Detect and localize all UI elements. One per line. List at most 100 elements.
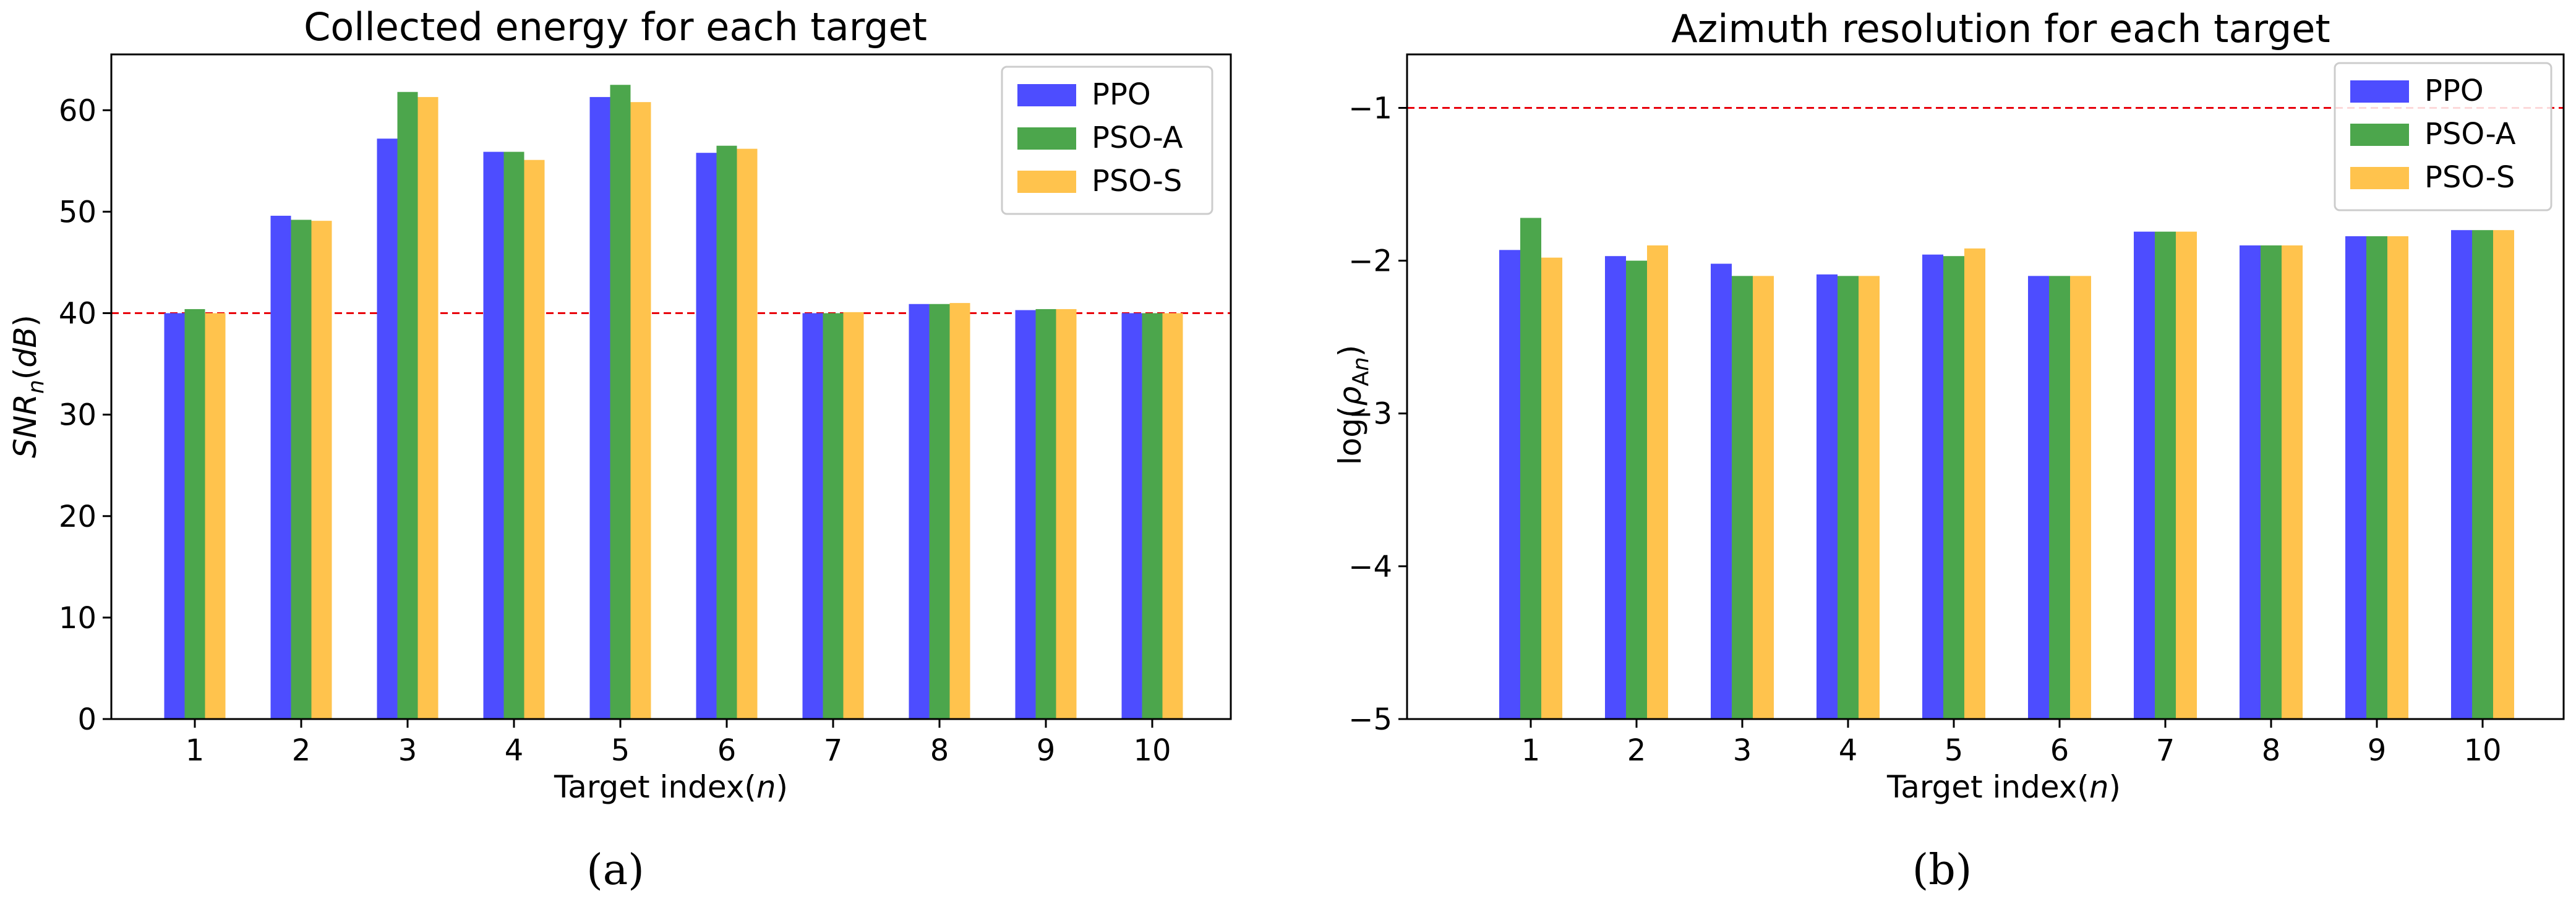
bar-ppo-target-9 — [2345, 236, 2366, 720]
panel-label-a: (a) — [586, 846, 644, 895]
bar-ppo-target-7 — [2134, 231, 2155, 720]
x-tick-label: 10 — [2463, 733, 2501, 768]
bar-pso-a-target-7 — [823, 313, 844, 719]
bar-ppo-target-5 — [1922, 254, 1943, 720]
legend-swatch-pso-s — [1017, 171, 1076, 193]
y-tick-label: 20 — [59, 500, 96, 534]
x-tick-label: 1 — [186, 733, 205, 768]
bar-pso-s-target-1 — [205, 313, 226, 719]
bar-pso-s-target-6 — [737, 148, 758, 719]
bar-pso-s-target-10 — [2493, 230, 2514, 719]
x-tick-label: 1 — [1521, 733, 1541, 768]
bar-ppo-target-10 — [2451, 230, 2472, 719]
bar-pso-s-target-9 — [1056, 309, 1077, 720]
bar-pso-s-target-2 — [1647, 245, 1668, 719]
chart-title-b: Azimuth resolution for each target — [1671, 6, 2330, 51]
bar-pso-s-target-3 — [417, 96, 439, 720]
bar-pso-a-target-6 — [716, 145, 737, 719]
y-axis-label-b: log(ρAn) — [1332, 345, 1374, 465]
bar-pso-s-target-7 — [2176, 231, 2197, 720]
x-tick-label: 5 — [1945, 733, 1964, 768]
bar-pso-a-target-2 — [1626, 260, 1647, 719]
x-tick-label: 8 — [930, 733, 949, 768]
bar-pso-a-target-3 — [1732, 276, 1753, 719]
x-tick-label: 6 — [717, 733, 737, 768]
bar-ppo-target-4 — [1816, 274, 1838, 719]
bar-pso-s-target-2 — [311, 221, 332, 720]
bar-pso-a-target-8 — [2261, 245, 2282, 719]
bar-pso-a-target-3 — [397, 92, 418, 719]
plot-frame-a — [110, 53, 1232, 720]
bar-pso-a-target-1 — [184, 309, 205, 720]
bar-pso-s-target-8 — [2282, 245, 2303, 719]
legend-b: PPO PSO-A PSO-S — [2334, 62, 2552, 211]
bar-pso-a-target-7 — [2155, 231, 2176, 720]
chart-title-a: Collected energy for each target — [304, 4, 927, 49]
bar-pso-a-target-9 — [2366, 236, 2387, 720]
bar-ppo-target-5 — [589, 96, 610, 720]
bar-ppo-target-7 — [802, 313, 823, 719]
bar-ppo-target-8 — [2240, 245, 2261, 719]
x-tick-label: 4 — [1839, 733, 1858, 768]
bar-pso-a-target-1 — [1520, 218, 1541, 719]
legend-label-ppo: PPO — [2424, 74, 2484, 108]
bar-ppo-target-6 — [696, 153, 717, 719]
y-tick-label: 30 — [59, 398, 96, 433]
x-tick-label: 6 — [2050, 733, 2069, 768]
bar-ppo-target-2 — [270, 215, 291, 719]
y-tick-label: 40 — [59, 297, 96, 331]
chart-panel-a: Collected energy for each target 0 10 20 30… — [7, 4, 1232, 895]
legend-swatch-ppo — [2350, 80, 2409, 103]
bar-pso-a-target-10 — [2472, 230, 2493, 719]
bar-pso-a-target-8 — [929, 304, 950, 719]
bar-pso-s-target-5 — [630, 102, 651, 720]
bar-ppo-target-10 — [1121, 313, 1142, 719]
bar-ppo-target-3 — [377, 138, 398, 719]
plot-frame-b — [1406, 53, 2565, 720]
x-tick-label: 2 — [292, 733, 311, 768]
legend-label-ppo: PPO — [1092, 77, 1151, 112]
x-tick-label: 9 — [1037, 733, 1056, 768]
bar-pso-s-target-6 — [2070, 276, 2091, 719]
legend-label-pso-s: PSO-S — [2424, 160, 2515, 195]
x-tick-label: 7 — [824, 733, 843, 768]
y-tick-label: 10 — [59, 601, 96, 636]
y-tick-label: 60 — [59, 93, 96, 128]
bar-ppo-target-6 — [2028, 276, 2049, 719]
bar-pso-s-target-9 — [2387, 236, 2408, 720]
legend-swatch-pso-a — [2350, 124, 2409, 146]
x-tick-label: 3 — [398, 733, 417, 768]
bar-pso-a-target-4 — [503, 151, 524, 719]
x-tick-label: 2 — [1627, 733, 1646, 768]
y-tick-label: −4 — [1348, 550, 1392, 584]
x-tick-label: 9 — [2368, 733, 2387, 768]
y-tick-label: 0 — [77, 702, 96, 737]
legend-swatch-pso-s — [2350, 167, 2409, 189]
legend-label-pso-a: PSO-A — [2424, 117, 2516, 151]
bar-pso-a-target-5 — [610, 85, 631, 719]
legend-swatch-pso-a — [1017, 127, 1076, 150]
panel-label-b: (b) — [1912, 846, 1972, 895]
bar-pso-s-target-8 — [949, 303, 970, 719]
y-tick-label: −2 — [1348, 244, 1392, 279]
bar-ppo-target-3 — [1711, 263, 1732, 719]
x-tick-label: 5 — [611, 733, 630, 768]
y-tick-label: −5 — [1348, 702, 1392, 737]
bar-ppo-target-2 — [1605, 256, 1626, 719]
x-tick-label: 7 — [2156, 733, 2175, 768]
bar-ppo-target-8 — [909, 304, 930, 719]
legend-swatch-ppo — [1017, 84, 1076, 106]
bar-pso-s-target-4 — [524, 160, 545, 719]
y-axis-label-a: SNRn(dB) — [7, 315, 49, 458]
bar-pso-a-target-4 — [1838, 276, 1859, 719]
bar-ppo-target-1 — [1499, 250, 1520, 719]
bar-ppo-target-4 — [483, 151, 504, 719]
y-tick-label: −3 — [1348, 397, 1392, 432]
bar-pso-a-target-5 — [1943, 256, 1964, 719]
bar-pso-s-target-10 — [1162, 313, 1183, 719]
bar-ppo-target-1 — [164, 313, 185, 719]
bar-ppo-target-9 — [1015, 310, 1036, 720]
bar-pso-a-target-9 — [1035, 309, 1056, 720]
y-tick-label: 50 — [59, 195, 96, 229]
